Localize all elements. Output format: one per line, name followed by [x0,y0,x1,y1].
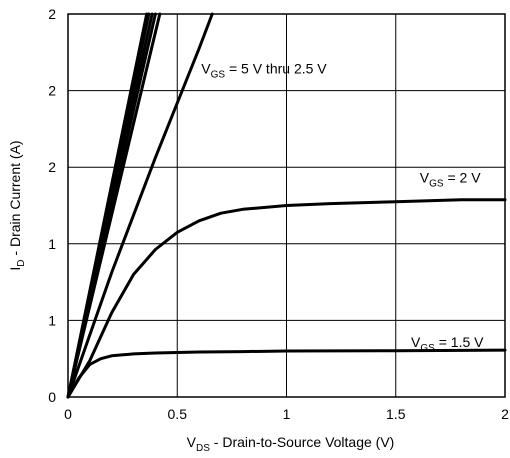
y-tick-labels: 0 1 1 2 2 2 [48,6,56,405]
y-tick-label-0: 0 [48,389,56,405]
series-line-7 [66,348,507,399]
x-tick-label-2: 1 [283,406,291,422]
y-axis-label: ID - Drain Current (A) [7,140,27,270]
x-tick-label-4: 2 [501,406,509,422]
x-tick-label-3: 1.5 [386,406,406,422]
series-line-6 [66,198,507,399]
annotation-vgs-1p5v: VGS = 1.5 V [411,334,484,354]
series-line-4 [66,12,162,399]
y-tick-label-2: 1 [48,236,56,252]
curve-annotations: VGS = 5 V thru 2.5 V VGS = 2 V VGS = 1.5 V [201,60,484,354]
x-tick-label-0: 0 [64,406,72,422]
x-tick-label-1: 0.5 [168,406,188,422]
annotation-vgs-5v-thru-2p5v: VGS = 5 V thru 2.5 V [201,60,327,80]
annotation-vgs-2v: VGS = 2 V [420,170,481,190]
y-tick-label-5: 2 [48,6,56,22]
y-tick-label-1: 1 [48,312,56,328]
plot-frame [67,13,506,398]
x-axis-label: VDS - Drain-to-Source Voltage (V) [187,434,395,454]
x-tick-labels: 0 0.5 1 1.5 2 [64,406,509,422]
chart-series [66,12,507,399]
y-tick-label-3: 2 [48,159,56,175]
y-tick-label-4: 2 [48,83,56,99]
series-line-5 [66,12,214,399]
